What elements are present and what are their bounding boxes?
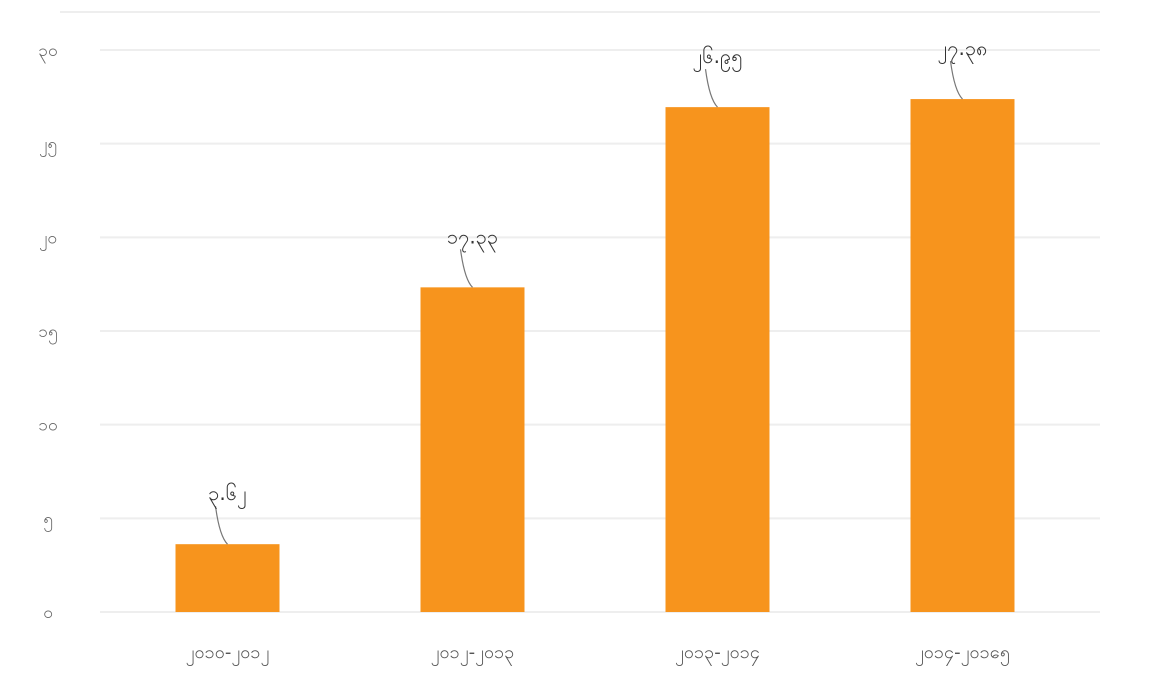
data-label: ၂၇.၃၈ — [937, 36, 987, 64]
y-tick-label: ၁၅ — [38, 322, 57, 345]
bars — [175, 99, 1015, 613]
data-labels: ၃.၆၂ ၁၇.၃၃ ၂၆.၉၅ ၂၇.၃၈ — [208, 36, 988, 545]
data-label-leader — [704, 69, 718, 108]
y-axis-ticks: ၀ ၅ ၁၀ ၁၅ ၂၀ ၂၅ ၃၀ — [38, 41, 57, 623]
bar — [175, 544, 280, 612]
data-label-leader — [214, 506, 228, 545]
data-label-leader — [949, 61, 963, 100]
x-tick-label: ၂၀၁၂-၂၀၁၃ — [431, 642, 515, 666]
data-label: ၂၆.၉၅ — [693, 44, 743, 72]
x-tick-label: ၂၀၁၀-၂၀၁၂ — [186, 642, 270, 666]
y-tick-label: ၂၅ — [39, 135, 57, 158]
y-tick-label: ၀ — [43, 603, 53, 623]
bar — [420, 287, 525, 612]
bar — [665, 107, 770, 613]
x-tick-label: ၂၀၁၄-၂၀၁၅ေ — [915, 642, 1010, 666]
data-label: ၃.၆၂ — [208, 481, 247, 509]
y-tick-label: ၁၀ — [38, 416, 57, 436]
x-tick-label: ၂၀၁၃-၂၀၁၄ — [675, 642, 760, 666]
y-tick-label: ၂၀ — [39, 228, 57, 251]
data-label-leader — [459, 249, 473, 288]
y-tick-label: ၅ — [43, 509, 53, 532]
y-tick-label: ၃၀ — [38, 41, 57, 64]
bar — [910, 99, 1015, 612]
x-axis-ticks: ၂၀၁၀-၂၀၁၂ ၂၀၁၂-၂၀၁၃ ၂၀၁၃-၂၀၁၄ ၂၀၁၄-၂၀၁၅ေ — [186, 642, 1010, 666]
data-label: ၁၇.၃၃ — [447, 224, 498, 252]
